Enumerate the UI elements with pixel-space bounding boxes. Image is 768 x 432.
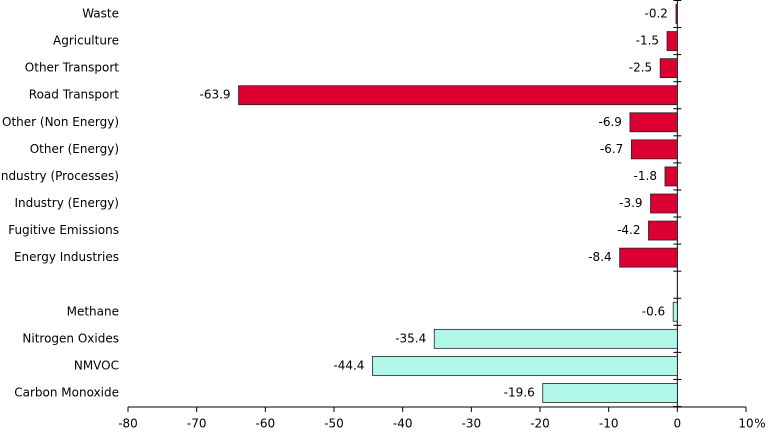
bar [664,166,678,187]
bar [650,193,678,214]
bar [675,4,678,24]
x-tick-label: -60 [256,417,276,431]
value-label: -1.8 [634,169,657,183]
value-label: -19.6 [504,385,535,399]
x-tick-label: -80 [118,417,138,431]
bar [666,31,678,51]
y-tick-label: Industry (Energy) [14,196,119,210]
bar [629,112,678,133]
x-tick-label: 10 [738,417,753,431]
value-label: -44.4 [333,358,364,372]
bar [648,220,678,241]
value-label: -35.4 [395,331,426,345]
bar [372,356,678,376]
value-label: -0.6 [642,304,665,318]
y-tick-label: NMVOC [74,358,119,372]
x-tick-label: -20 [530,417,550,431]
x-tick-label: 0 [674,417,682,431]
y-tick-label: Methane [67,304,119,318]
bar [238,85,678,106]
x-unit: % [754,417,765,431]
y-tick-label: Carbon Monoxide [14,385,119,399]
value-label: -3.9 [619,196,642,210]
bar [542,383,678,403]
x-tick-label: -70 [187,417,207,431]
bar [672,301,678,322]
bar [659,58,678,79]
value-label: -4.2 [617,223,640,237]
bar [433,328,678,349]
x-tick-label: -10 [599,417,619,431]
y-tick-label: Other (Non Energy) [2,115,119,129]
value-label: -2.5 [629,61,652,75]
y-tick-label: Road Transport [29,88,120,102]
value-label: -63.9 [199,88,230,102]
value-label: -1.5 [636,34,659,48]
bar [630,139,678,160]
y-tick-label: Waste [82,7,119,21]
y-tick-label: Agriculture [53,34,119,48]
value-label: -6.7 [600,142,623,156]
bar [619,247,678,268]
y-tick-label: Industry (Processes) [0,169,119,183]
value-label: -0.2 [645,7,668,21]
y-tick-label: Fugitive Emissions [8,223,119,237]
value-label: -8.4 [588,250,611,264]
y-tick-label: Other (Energy) [30,142,119,156]
y-tick-label: Other Transport [25,61,119,75]
x-tick-label: -30 [462,417,482,431]
y-tick-label: Nitrogen Oxides [22,331,119,345]
x-tick-label: -50 [324,417,344,431]
value-label: -6.9 [599,115,622,129]
y-tick-label: Energy Industries [14,250,119,264]
x-tick-label: -40 [393,417,413,431]
